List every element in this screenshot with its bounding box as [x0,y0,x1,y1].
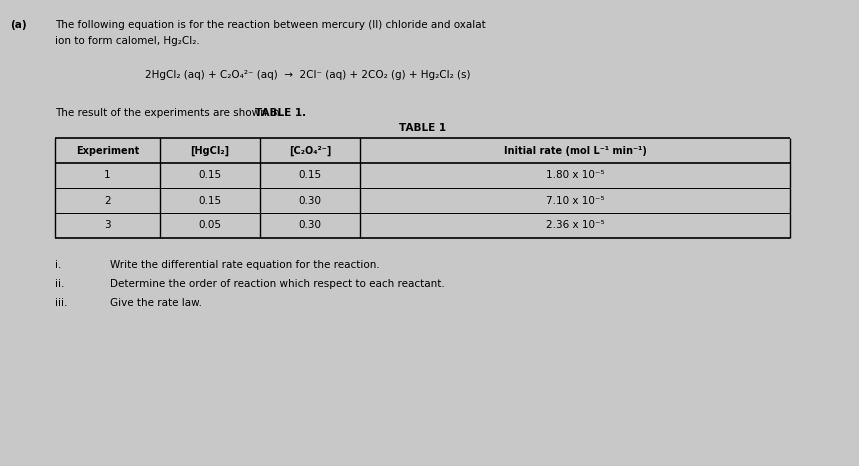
Text: i.: i. [55,260,61,270]
Text: Write the differential rate equation for the reaction.: Write the differential rate equation for… [110,260,380,270]
Text: iii.: iii. [55,298,67,308]
Text: 2: 2 [104,196,111,206]
Text: TABLE 1.: TABLE 1. [255,108,306,118]
Text: Give the rate law.: Give the rate law. [110,298,202,308]
Text: 0.15: 0.15 [198,171,222,180]
Text: 0.30: 0.30 [298,220,321,231]
Text: 0.30: 0.30 [298,196,321,206]
Text: Determine the order of reaction which respect to each reactant.: Determine the order of reaction which re… [110,279,445,289]
Text: 0.15: 0.15 [198,196,222,206]
Text: ion to form calomel, Hg₂Cl₂.: ion to form calomel, Hg₂Cl₂. [55,36,200,46]
Text: Experiment: Experiment [76,145,139,156]
Text: 0.05: 0.05 [198,220,222,231]
Text: 0.15: 0.15 [298,171,321,180]
Text: [HgCl₂]: [HgCl₂] [191,145,229,156]
Text: The following equation is for the reaction between mercury (II) chloride and oxa: The following equation is for the reacti… [55,20,485,30]
Text: [C₂O₄²⁻]: [C₂O₄²⁻] [289,145,332,156]
Text: 2.36 x 10⁻⁵: 2.36 x 10⁻⁵ [545,220,605,231]
Text: 3: 3 [104,220,111,231]
Text: The result of the experiments are shown in: The result of the experiments are shown … [55,108,283,118]
Text: 1: 1 [104,171,111,180]
Text: 2HgCl₂ (aq) + C₂O₄²⁻ (aq)  →  2Cl⁻ (aq) + 2CO₂ (g) + Hg₂Cl₂ (s): 2HgCl₂ (aq) + C₂O₄²⁻ (aq) → 2Cl⁻ (aq) + … [145,70,471,80]
Text: ii.: ii. [55,279,64,289]
Text: TABLE 1: TABLE 1 [399,123,446,133]
Text: 7.10 x 10⁻⁵: 7.10 x 10⁻⁵ [545,196,604,206]
Text: (a): (a) [10,20,27,30]
Text: Initial rate (mol L⁻¹ min⁻¹): Initial rate (mol L⁻¹ min⁻¹) [503,145,647,156]
Text: 1.80 x 10⁻⁵: 1.80 x 10⁻⁵ [545,171,604,180]
